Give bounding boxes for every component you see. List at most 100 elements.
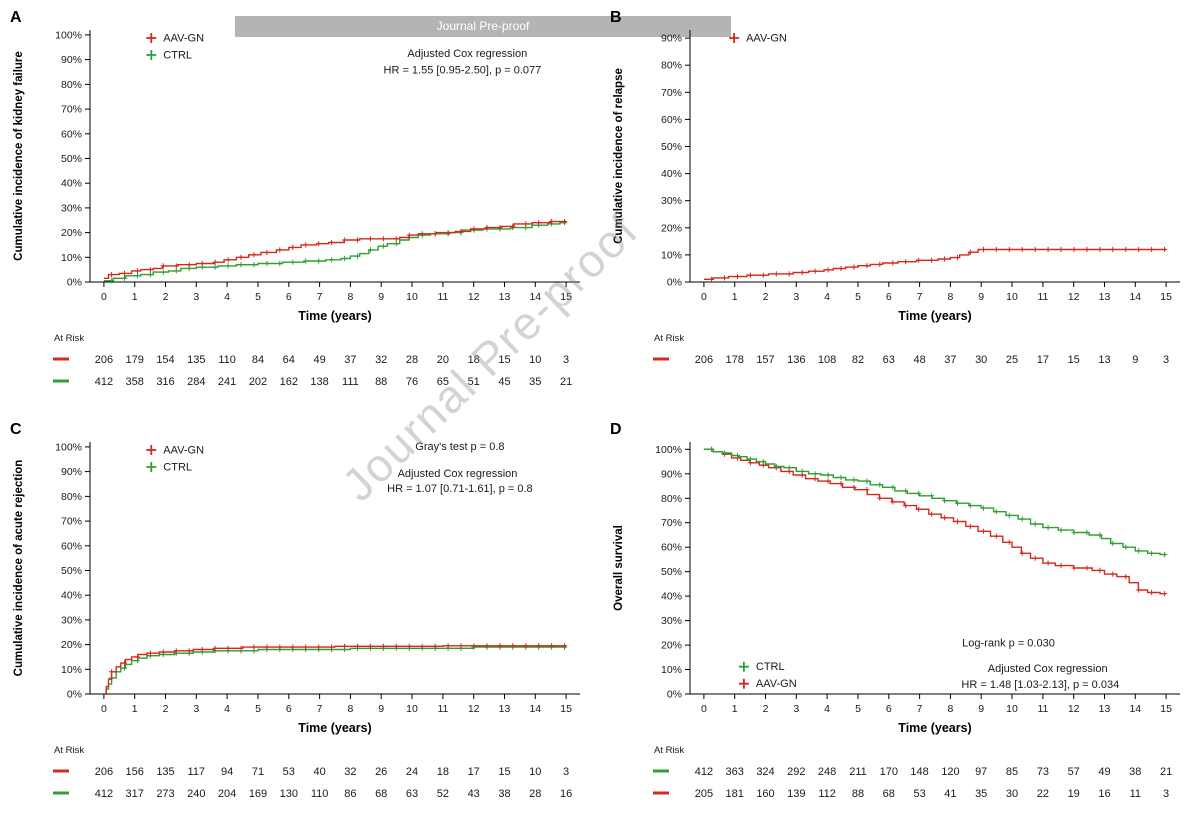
x-tick-label: 13 [1099, 291, 1111, 303]
at-risk-value: 204 [218, 788, 236, 800]
at-risk-value: 84 [252, 354, 264, 366]
at-risk-value: 17 [1037, 354, 1049, 366]
at-risk-value: 13 [1098, 354, 1110, 366]
x-tick-label: 12 [468, 291, 480, 303]
x-tick-label: 1 [132, 291, 138, 303]
y-tick-label: 40% [61, 178, 82, 190]
at-risk-value: 17 [468, 766, 480, 778]
at-risk-value: 240 [187, 788, 205, 800]
y-tick-label: 30% [661, 195, 682, 207]
x-tick-label: 13 [499, 291, 511, 303]
y-tick-label: 100% [55, 29, 82, 41]
x-tick-label: 4 [824, 703, 830, 715]
x-tick-label: 9 [978, 291, 984, 303]
y-tick-label: 60% [661, 542, 682, 554]
at-risk-value: 156 [126, 766, 144, 778]
at-risk-value: 49 [313, 354, 325, 366]
y-tick-label: 10% [61, 252, 82, 264]
at-risk-value: 15 [498, 354, 510, 366]
y-tick-label: 70% [661, 87, 682, 99]
chart-D: D0%10%20%30%40%50%60%70%80%90%100%0 1 2 3 4 5… [610, 421, 1180, 800]
x-tick-label: 14 [1129, 703, 1141, 715]
series-line-CTRL [703, 448, 1167, 556]
x-tick-label: 2 [163, 291, 169, 303]
at-risk-value: 76 [406, 376, 418, 388]
y-tick-label: 70% [661, 517, 682, 529]
x-tick-label: 11 [1037, 291, 1048, 303]
at-risk-value: 15 [498, 766, 510, 778]
y-tick-label: 0% [667, 277, 682, 289]
y-tick-label: 0% [67, 277, 82, 289]
y-tick-label: 100% [655, 444, 682, 456]
y-tick-label: 20% [61, 227, 82, 239]
at-risk-value: 9 [1132, 354, 1138, 366]
x-tick-label: 13 [499, 703, 511, 715]
at-risk-value: 16 [560, 788, 572, 800]
at-risk-value: 135 [156, 766, 174, 778]
legend-marker-AAV-GN [146, 445, 157, 455]
y-tick-label: 50% [61, 153, 82, 165]
at-risk-value: 68 [883, 788, 895, 800]
at-risk-value: 26 [375, 766, 387, 778]
x-tick-label: 4 [224, 291, 230, 303]
series-line-AAV-GN [103, 645, 567, 695]
at-risk-value: 170 [880, 766, 898, 778]
x-tick-label: 7 [317, 291, 323, 303]
x-axis-label: Time (years) [898, 309, 971, 323]
at-risk-value: 11 [1130, 788, 1141, 800]
y-axis-label: Overall survival [613, 525, 625, 611]
at-risk-value: 22 [1037, 788, 1049, 800]
x-tick-label: 9 [378, 703, 384, 715]
x-tick-label: 0 [701, 703, 707, 715]
at-risk-value: 71 [252, 766, 264, 778]
x-tick-label: 11 [1037, 703, 1048, 715]
at-risk-value: 51 [468, 376, 480, 388]
at-risk-value: 43 [468, 788, 480, 800]
y-tick-label: 80% [661, 493, 682, 505]
legend-label: CTRL [163, 50, 192, 62]
x-axis-label: Time (years) [298, 309, 371, 323]
panel-kidney-failure: A 0% 10% 20% 30% 40% 50% 60% 70% 80% 90% 100% 0 1 2 3 4 5… [0, 0, 600, 412]
x-tick-label: 2 [763, 291, 769, 303]
x-tick-label: 6 [286, 703, 292, 715]
at-risk-title: At Risk [54, 333, 84, 344]
at-risk-value: 20 [437, 354, 449, 366]
x-tick-label: 5 [255, 291, 261, 303]
at-risk-value: 139 [787, 788, 805, 800]
at-risk-value: 181 [726, 788, 744, 800]
y-tick-label: 70% [61, 516, 82, 528]
at-risk-value: 32 [375, 354, 387, 366]
y-tick-label: 20% [661, 222, 682, 234]
panel-overall-survival: D 0% 10% 20% 30% 40% 50% 60% 70% 80% 90% 100% 0 1 2 3 4 5… [600, 412, 1200, 825]
x-tick-label: 5 [855, 291, 861, 303]
panel-label: D [610, 421, 622, 438]
panel-relapse: B 0% 10% 20% 30% 40% 50% 60% 70% 80% 90% 0 1 2 3 4 5 6 7 8 9… [600, 0, 1200, 412]
at-risk-value: 135 [187, 354, 205, 366]
at-risk-value: 64 [283, 354, 295, 366]
legend-label: AAV-GN [163, 33, 204, 45]
at-risk-value: 3 [1163, 354, 1169, 366]
x-tick-label: 2 [763, 703, 769, 715]
y-tick-label: 40% [661, 168, 682, 180]
series-line-AAV-GN [703, 448, 1167, 595]
x-tick-label: 8 [947, 291, 953, 303]
annotation: HR = 1.07 [0.71-1.61], p = 0.8 [387, 483, 533, 495]
series-line-CTRL [103, 222, 567, 282]
y-tick-label: 80% [61, 491, 82, 503]
at-risk-value: 86 [344, 788, 356, 800]
chart-B: B0%10%20%30%40%50%60%70%80%90%0 1 2 3 4 5 6 7 8 9… [610, 9, 1180, 366]
at-risk-value: 162 [280, 376, 298, 388]
at-risk-value: 24 [406, 766, 418, 778]
at-risk-value: 53 [913, 788, 925, 800]
at-risk-value: 412 [95, 788, 113, 800]
at-risk-value: 206 [95, 766, 113, 778]
panel-label: C [10, 421, 22, 438]
at-risk-value: 35 [529, 376, 541, 388]
annotation: Log-rank p = 0.030 [962, 638, 1055, 650]
censor-marks-AAV-GN [709, 246, 1168, 282]
x-tick-label: 0 [101, 291, 107, 303]
x-tick-label: 6 [886, 703, 892, 715]
x-tick-label: 2 [163, 703, 169, 715]
at-risk-value: 97 [975, 766, 987, 778]
y-tick-label: 50% [661, 141, 682, 153]
